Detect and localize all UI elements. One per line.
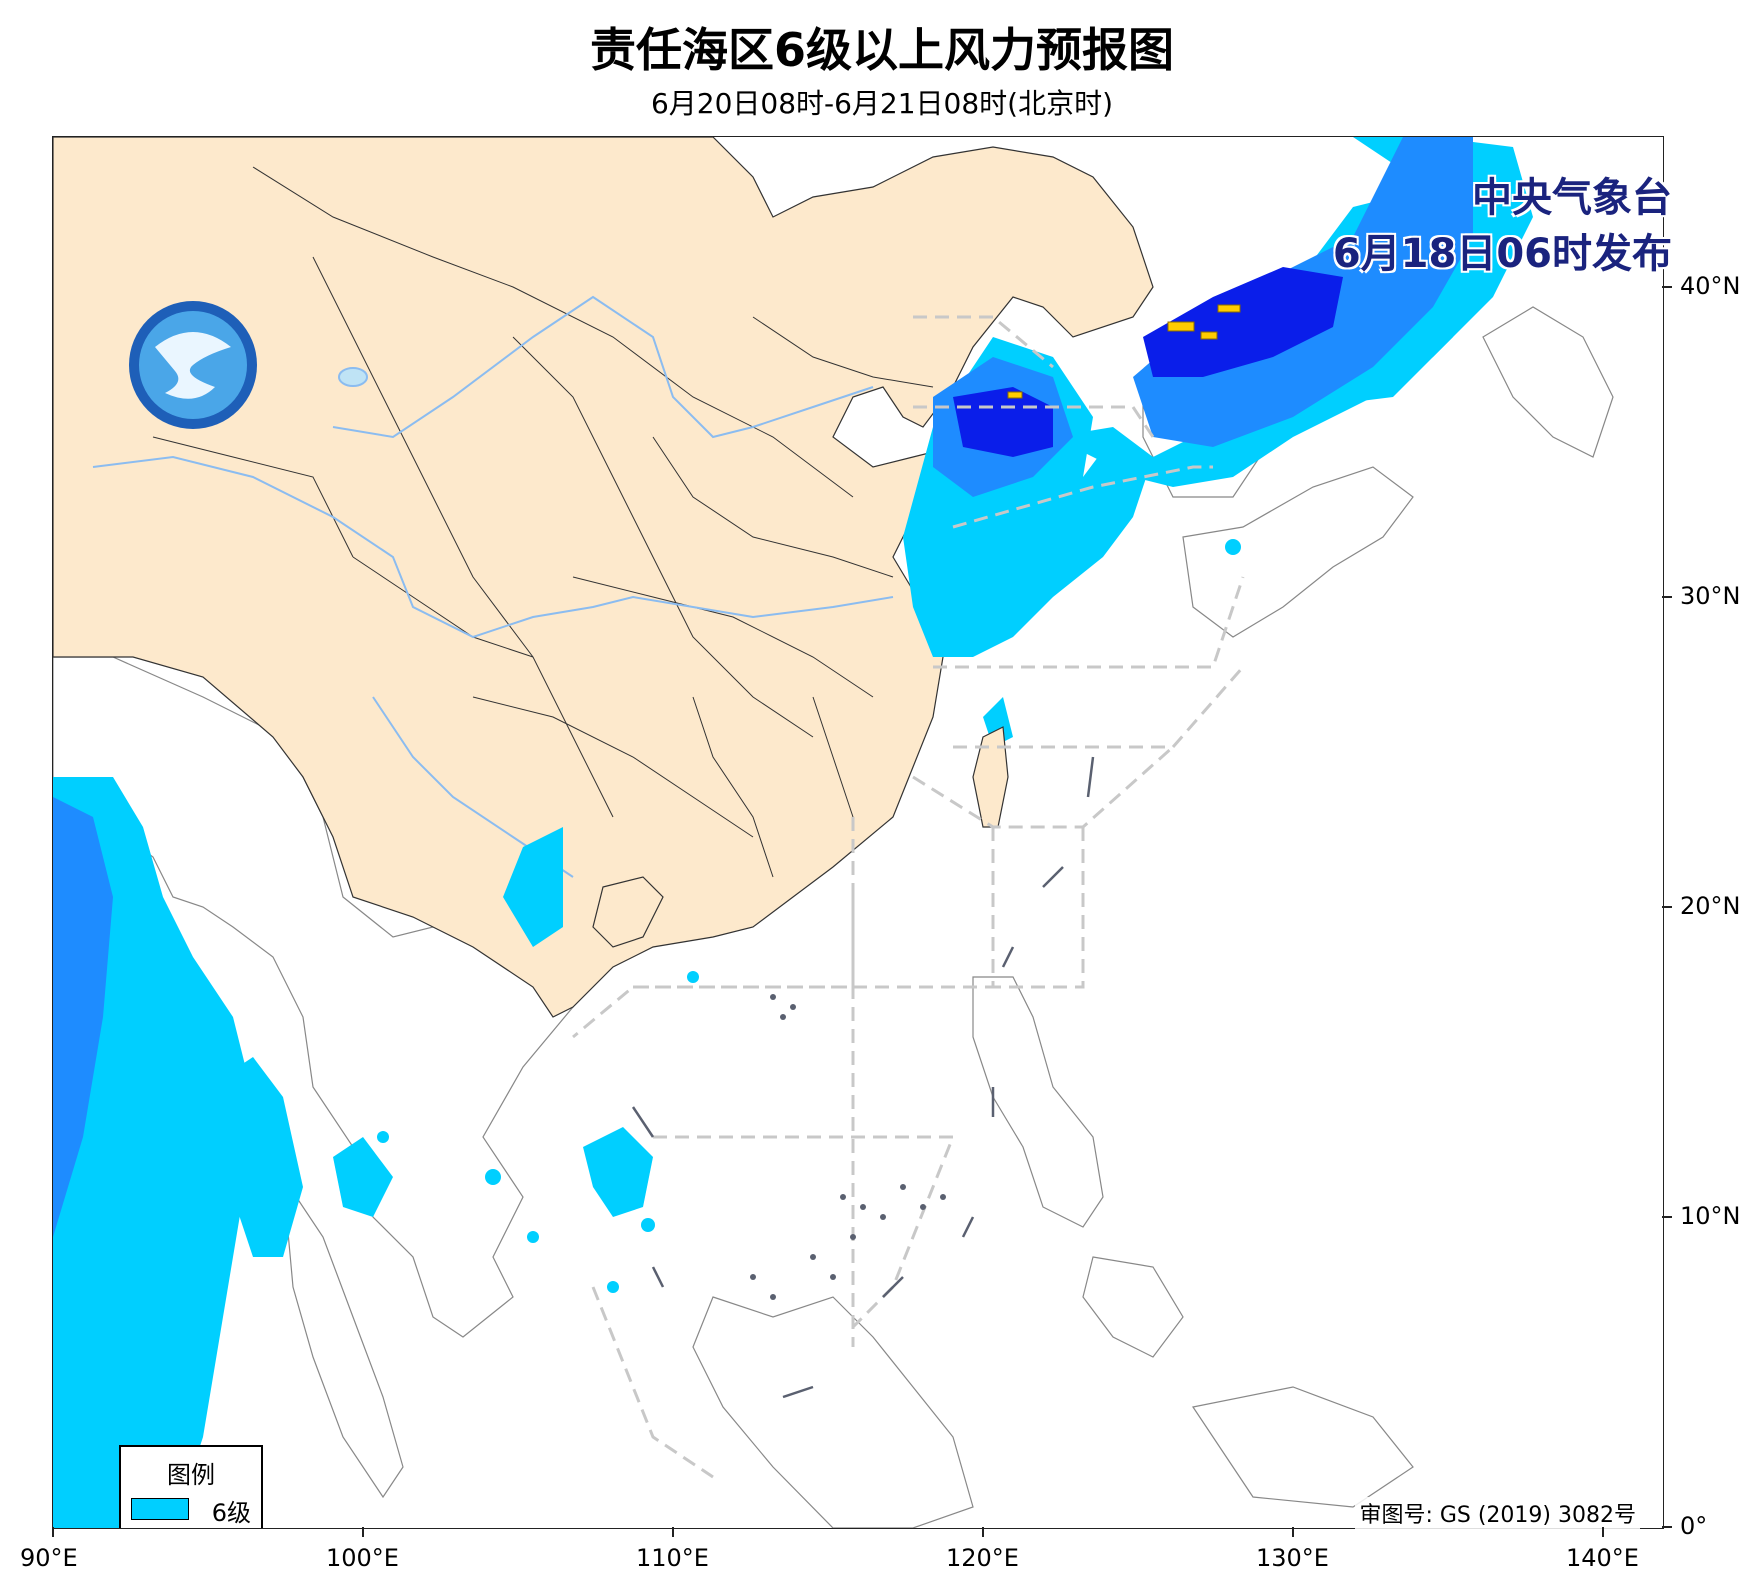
- publisher-issued: 6月18日06时发布: [1332, 231, 1672, 277]
- x-tick: [362, 1527, 364, 1537]
- wind-level-8-areas: [953, 267, 1343, 457]
- legend: 图例 6级 7级 8级 9级: [119, 1445, 263, 1529]
- publisher-label: 中央气象台 6月18日06时发布: [1333, 170, 1672, 282]
- responsibility-zones: [572, 315, 1245, 1479]
- y-tick: [1662, 1526, 1672, 1528]
- publisher-name: 中央气象台: [1472, 175, 1672, 221]
- reef-dots: [750, 994, 946, 1300]
- x-tick-label: 130°E: [1256, 1544, 1329, 1572]
- x-tick-label: 120°E: [946, 1544, 1019, 1572]
- nine-dash-line: [631, 756, 1095, 1399]
- x-tick: [52, 1527, 54, 1537]
- approval-number: 审图号: GS (2019) 3082号: [1355, 1497, 1640, 1529]
- x-tick-label: 110°E: [636, 1544, 709, 1572]
- rivers: [92, 295, 894, 878]
- hainan-island: [592, 876, 664, 948]
- y-tick: [1662, 286, 1672, 288]
- legend-swatch: [131, 1498, 189, 1520]
- x-tick: [982, 1527, 984, 1537]
- y-tick: [1662, 596, 1672, 598]
- x-tick-label: 90°E: [20, 1544, 78, 1572]
- x-tick: [1602, 1527, 1604, 1537]
- province-boundaries: [152, 166, 934, 878]
- map-title: 责任海区6级以上风力预报图: [589, 23, 1174, 77]
- y-tick-label: 40°N: [1680, 272, 1741, 300]
- legend-label: 6级: [211, 1499, 251, 1527]
- x-tick: [1292, 1527, 1294, 1537]
- x-tick-label: 100°E: [326, 1544, 399, 1572]
- y-tick-label: 30°N: [1680, 582, 1741, 610]
- legend-item-6: 6级: [121, 1490, 261, 1528]
- wind-level-9-areas: [1007, 304, 1241, 399]
- cma-logo-icon: [129, 301, 257, 429]
- x-tick: [672, 1527, 674, 1537]
- x-tick-label: 140°E: [1566, 1544, 1639, 1572]
- y-tick-label: 10°N: [1680, 1202, 1741, 1230]
- y-tick-label: 0°: [1680, 1512, 1708, 1540]
- y-tick-label: 20°N: [1680, 892, 1741, 920]
- y-tick: [1662, 1216, 1672, 1218]
- legend-item-7: 7级: [121, 1528, 261, 1529]
- y-tick: [1662, 906, 1672, 908]
- taiwan-island: [972, 726, 1009, 828]
- map-frame: 图例 6级 7级 8级 9级: [52, 136, 1664, 1529]
- legend-title: 图例: [167, 1461, 215, 1489]
- map-subtitle: 6月20日08时-6月21日08时(北京时): [650, 87, 1114, 120]
- wind-map: [53, 137, 1614, 1528]
